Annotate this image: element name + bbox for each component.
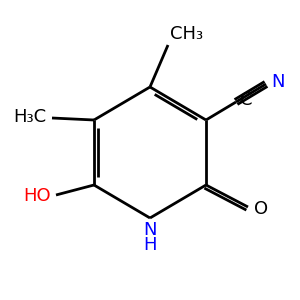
Text: O: O — [254, 200, 268, 218]
Text: H₃C: H₃C — [13, 108, 46, 126]
Text: CH₃: CH₃ — [170, 25, 203, 43]
Text: HO: HO — [23, 187, 51, 205]
Text: N: N — [271, 73, 284, 91]
Text: H: H — [143, 236, 157, 254]
Text: N: N — [143, 221, 157, 239]
Text: C: C — [240, 91, 253, 109]
